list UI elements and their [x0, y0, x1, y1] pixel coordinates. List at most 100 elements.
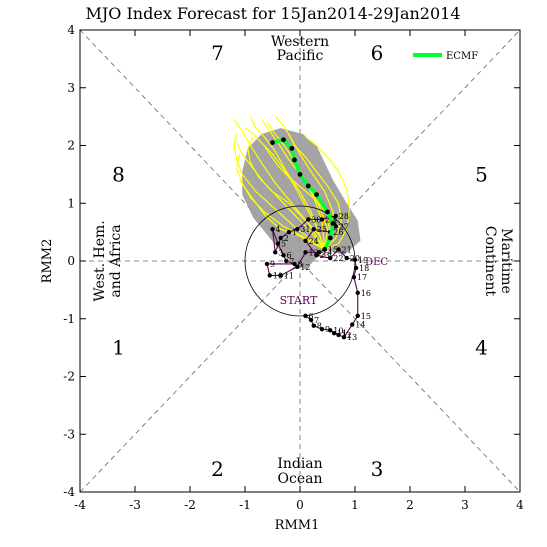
ensemble-member-line	[288, 133, 342, 250]
observed-day-label: 7	[314, 316, 319, 325]
observed-point	[270, 227, 275, 232]
ensemble-member-line	[263, 145, 331, 250]
region-label: Pacific	[277, 48, 324, 64]
legend: ECMF	[413, 51, 478, 62]
observed-day-label: 10	[333, 326, 343, 335]
x-tick-label: 1	[351, 498, 359, 512]
ecmf-mean-point	[314, 192, 319, 197]
x-tick-label: -1	[239, 498, 251, 512]
observed-day-label: 20	[350, 254, 360, 263]
legend-label: ECMF	[446, 51, 478, 62]
ensemble-member-line	[233, 119, 326, 250]
y-tick-label: 2	[67, 139, 75, 153]
observed-point	[350, 322, 355, 327]
y-tick-label: -4	[63, 485, 75, 499]
observed-day-label: 19	[358, 256, 368, 265]
ensemble-member-line	[233, 133, 326, 250]
ecmf-mean-point	[305, 183, 311, 189]
observed-point	[333, 224, 338, 229]
observed-point	[292, 261, 297, 267]
observed-point	[278, 235, 283, 241]
observed-point	[275, 241, 281, 246]
ensemble-member-line	[249, 116, 326, 250]
observed-point	[351, 274, 357, 280]
y-tick-label: -3	[63, 427, 75, 441]
x-tick-label: 2	[406, 498, 414, 512]
phase-label: 3	[371, 457, 384, 481]
phase-label: 7	[211, 41, 224, 65]
observed-point	[331, 330, 337, 336]
observed-day-label: 12	[342, 331, 352, 340]
ecmf-mean-point	[281, 137, 286, 143]
observed-day-label: 16	[361, 289, 371, 298]
observed-point	[314, 253, 319, 258]
observed-day-label: 14	[355, 321, 365, 330]
observed-day-label: 18	[359, 264, 369, 273]
ecmf-mean-point	[322, 247, 328, 252]
observed-point	[319, 217, 325, 222]
observed-day-label: 9	[270, 260, 275, 269]
observed-day-label: 30	[311, 215, 321, 224]
region-label: West. Hem.	[92, 220, 108, 301]
region-label: Maritime	[498, 228, 514, 294]
observed-point	[311, 227, 316, 232]
observed-day-label: 12	[300, 263, 310, 272]
observed-day-label: 8	[317, 322, 322, 331]
observed-point	[295, 227, 300, 232]
observed-point	[336, 247, 341, 252]
observed-day-label: 6	[309, 312, 314, 321]
observed-day-label: 14	[322, 248, 332, 257]
observed-day-label: 13	[347, 333, 357, 342]
region-label: Ocean	[278, 471, 323, 487]
ecmf-mean-point	[327, 235, 333, 241]
observed-day-label: 21	[342, 245, 352, 254]
observed-day-label: 28	[339, 212, 349, 221]
y-tick-label: -1	[63, 312, 75, 326]
observed-day-label: 7	[289, 257, 294, 266]
observed-day-label: 23	[320, 251, 330, 260]
observed-point	[278, 273, 283, 278]
observed-day-label: 2	[284, 234, 289, 243]
phase-label: 1	[112, 336, 125, 360]
observed-day-label: 8	[298, 260, 303, 269]
x-tick-label: 3	[461, 498, 469, 512]
observed-day-label: 5	[281, 240, 286, 249]
ecmf-mean-point	[289, 145, 295, 151]
observed-day-label: 1	[292, 228, 297, 237]
observed-point	[303, 313, 308, 319]
month-label: DEC	[365, 257, 388, 268]
chart-title: MJO Index Forecast for 15Jan2014-29Jan20…	[85, 4, 460, 23]
observed-point	[303, 250, 308, 255]
y-tick-label: 3	[67, 81, 75, 95]
x-tick-label: -3	[129, 498, 141, 512]
observed-day-label: 11	[337, 329, 347, 338]
observed-day-label: 26	[333, 228, 343, 237]
observed-point	[281, 253, 286, 258]
observed-day-label: 15	[328, 245, 338, 254]
observed-point	[355, 313, 360, 319]
x-tick-label: -4	[74, 498, 86, 512]
observed-point	[308, 317, 314, 323]
observed-day-label: 27	[339, 222, 349, 231]
observed-day-label: 4	[276, 225, 281, 234]
y-tick-label: -2	[63, 370, 75, 384]
observed-point	[311, 323, 316, 328]
observed-point	[306, 217, 311, 222]
observed-day-label: 10	[273, 271, 283, 280]
observed-day-label: 17	[357, 273, 367, 282]
ecmf-mean-point	[325, 209, 330, 215]
observed-point	[295, 264, 300, 269]
observed-point	[319, 326, 325, 332]
observed-day-label: 3	[278, 248, 283, 257]
observed-day-label: 6	[287, 251, 292, 260]
x-tick-label: 0	[296, 498, 304, 512]
y-tick-label: 0	[67, 254, 75, 268]
x-axis-label: RMM1	[275, 518, 320, 533]
observed-day-label: 15	[361, 312, 371, 321]
observed-point	[352, 257, 358, 263]
y-axis-label: RMM2	[40, 239, 55, 284]
region-label: Indian	[277, 456, 322, 472]
ensemble-member-line	[261, 119, 326, 250]
